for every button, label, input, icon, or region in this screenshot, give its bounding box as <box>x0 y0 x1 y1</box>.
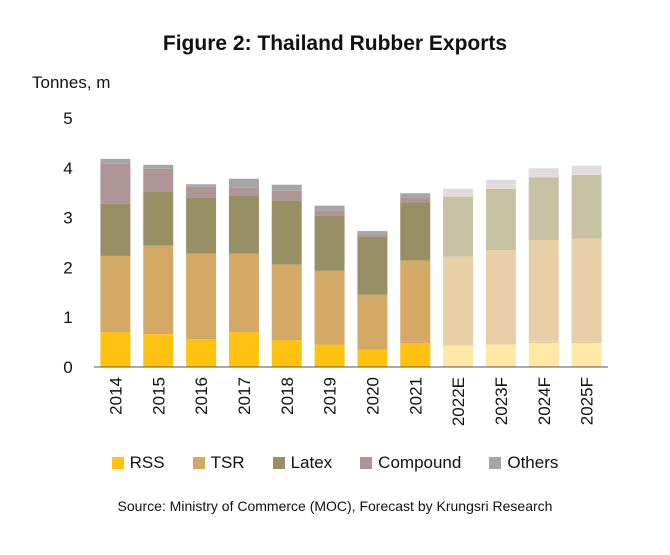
bar-segment-rss-2015 <box>143 334 174 367</box>
legend-label: Latex <box>290 453 333 472</box>
x-tick-label: 2021 <box>406 377 425 415</box>
bar-segment-others-2014 <box>100 158 131 164</box>
bar-segment-tsr-2016 <box>186 253 217 340</box>
bar-segment-tsr-2022e <box>443 256 474 346</box>
bar-segment-tsr-2018 <box>271 264 302 341</box>
bar-segment-others-2025f <box>571 165 602 171</box>
bar-segment-tsr-2017 <box>228 253 259 333</box>
x-tick-label: 2019 <box>321 377 340 415</box>
bar-segment-tsr-2025f <box>571 238 602 344</box>
bar-segment-tsr-2019 <box>314 270 345 345</box>
bar-segment-compound-2019 <box>314 210 345 216</box>
bar-segment-others-2021 <box>400 193 431 198</box>
bar-segment-compound-2018 <box>271 190 302 201</box>
bar-segment-compound-2016 <box>186 186 217 198</box>
bar-segment-others-2023f <box>485 179 516 185</box>
bar-segment-tsr-2023f <box>485 249 516 345</box>
y-tick-label: 4 <box>63 159 72 178</box>
y-tick-label: 3 <box>63 209 72 228</box>
x-tick-label: 2017 <box>235 377 254 415</box>
bar-segment-rss-2019 <box>314 344 345 367</box>
bar-segment-latex-2014 <box>100 203 131 256</box>
bar-segment-others-2018 <box>271 184 302 191</box>
bar-segment-compound-2025f <box>571 170 602 175</box>
bar-segment-tsr-2020 <box>357 294 388 350</box>
bar-segment-latex-2017 <box>228 195 259 254</box>
x-tick-label: 2014 <box>106 377 125 415</box>
bar-segment-others-2024f <box>528 168 559 174</box>
bar-segment-compound-2020 <box>357 235 388 238</box>
legend-swatch <box>489 457 502 469</box>
bar-segment-latex-2016 <box>186 197 217 254</box>
x-tick-label: 2020 <box>363 377 382 415</box>
bar-segment-rss-2025f <box>571 343 602 367</box>
legend-item-latex: Latex <box>272 453 333 473</box>
source-note: Source: Ministry of Commerce (MOC), Fore… <box>117 498 553 514</box>
bar-segment-latex-2015 <box>143 191 174 246</box>
x-tick-label: 2024F <box>535 377 554 425</box>
bar-segment-others-2022e <box>443 188 474 194</box>
bar-segment-latex-2018 <box>271 200 302 265</box>
bar-segment-latex-2019 <box>314 215 345 271</box>
bar-segment-rss-2021 <box>400 343 431 367</box>
bar-segment-rss-2018 <box>271 340 302 367</box>
chart-title: Figure 2: Thailand Rubber Exports <box>162 32 508 55</box>
bar-segment-others-2020 <box>357 231 388 236</box>
legend-item-others: Others <box>489 453 558 473</box>
legend-label: Compound <box>378 453 462 472</box>
bar-segment-others-2017 <box>228 178 259 188</box>
bar-segment-tsr-2024f <box>528 240 559 344</box>
bar-segment-latex-2023f <box>485 188 516 250</box>
x-tick-label: 2018 <box>278 377 297 415</box>
y-axis-label: Tonnes, m <box>32 73 111 92</box>
legend-swatch <box>272 457 285 469</box>
bar-segment-latex-2022e <box>443 196 474 257</box>
x-tick-label: 2025F <box>578 377 597 425</box>
x-tick-label: 2023F <box>492 377 511 425</box>
bar-segment-compound-2024f <box>528 173 559 178</box>
legend-swatch <box>192 457 205 469</box>
legend-label: TSR <box>210 453 245 472</box>
bar-segment-compound-2021 <box>400 197 431 203</box>
bar-segment-rss-2014 <box>100 332 131 367</box>
bar-segment-latex-2021 <box>400 202 431 261</box>
bar-segment-rss-2023f <box>485 344 516 367</box>
bar-segment-compound-2014 <box>100 163 131 204</box>
x-tick-label: 2016 <box>192 377 211 415</box>
legend: RSS TSR Latex Compound Others <box>0 453 670 473</box>
bar-segment-tsr-2021 <box>400 260 431 344</box>
bar-segment-compound-2023f <box>485 184 516 189</box>
bar-segment-others-2019 <box>314 205 345 211</box>
legend-swatch <box>111 457 124 469</box>
bar-segment-latex-2025f <box>571 174 602 239</box>
bar-segment-others-2015 <box>143 164 174 169</box>
x-tick-label: 2015 <box>149 377 168 415</box>
bar-segment-rss-2017 <box>228 332 259 367</box>
bar-segment-rss-2022e <box>443 345 474 367</box>
bar-segment-latex-2020 <box>357 237 388 295</box>
bar-segment-rss-2020 <box>357 349 388 367</box>
legend-label: RSS <box>129 453 165 472</box>
bar-segment-rss-2024f <box>528 343 559 367</box>
legend-item-rss: RSS <box>111 453 165 473</box>
legend-label: Others <box>507 453 559 472</box>
bar-segment-compound-2017 <box>228 187 259 196</box>
bar-segment-tsr-2015 <box>143 245 174 335</box>
chart-plot: 0 1 2 3 4 5 2014 2015 2016 2017 2018 2019 2020 2021 2… <box>63 109 608 426</box>
y-tick-label: 2 <box>63 258 72 277</box>
legend-swatch <box>360 457 373 469</box>
x-tick-label: 2022E <box>449 377 468 426</box>
bar-segment-latex-2024f <box>528 177 559 241</box>
bar-segment-compound-2022e <box>443 193 474 197</box>
legend-item-compound: Compound <box>360 453 461 473</box>
y-tick-label: 1 <box>63 308 72 327</box>
bar-segment-others-2016 <box>186 184 217 187</box>
y-tick-label: 5 <box>63 109 72 128</box>
bar-segment-rss-2016 <box>186 339 217 367</box>
legend-item-tsr: TSR <box>192 453 245 473</box>
bar-segment-tsr-2014 <box>100 255 131 333</box>
bar-segment-compound-2015 <box>143 168 174 192</box>
y-tick-label: 0 <box>63 358 72 377</box>
